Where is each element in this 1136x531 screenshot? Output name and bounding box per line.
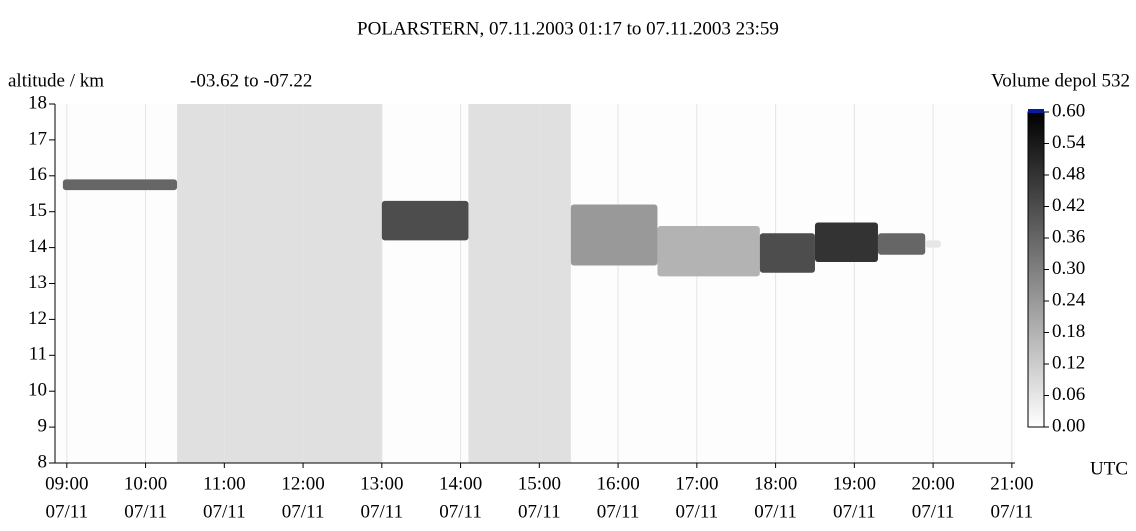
x-axis-label: UTC	[1090, 458, 1128, 479]
cloud-layer	[657, 226, 760, 277]
x-tick-date: 07/11	[518, 501, 561, 522]
y-tick-label: 16	[28, 164, 47, 185]
chart-title: POLARSTERN, 07.11.2003 01:17 to 07.11.20…	[357, 18, 779, 39]
x-tick-date: 07/11	[991, 501, 1034, 522]
x-tick-label: 11:00	[203, 473, 246, 494]
x-tick-label: 10:00	[124, 473, 167, 494]
x-tick-date: 07/11	[912, 501, 955, 522]
colorbar	[1027, 111, 1045, 428]
y-tick-label: 10	[28, 380, 47, 401]
x-tick-label: 21:00	[990, 473, 1033, 494]
colorbar-top	[1028, 109, 1044, 113]
colorbar-tick-label: 0.42	[1052, 195, 1085, 216]
subtitle: -03.62 to -07.22	[190, 70, 312, 91]
x-tick-date: 07/11	[203, 501, 246, 522]
x-tick-label: 16:00	[596, 473, 639, 494]
y-tick-label: 13	[28, 272, 47, 293]
cloud-layer	[877, 233, 926, 255]
colorbar-tick-label: 0.18	[1052, 321, 1085, 342]
y-tick-label: 18	[28, 92, 47, 113]
x-tick-date: 07/11	[439, 501, 482, 522]
x-tick-date: 07/11	[754, 501, 797, 522]
colorbar-tick-label: 0.36	[1052, 226, 1085, 247]
cloud-layer	[759, 233, 815, 273]
x-tick-label: 19:00	[833, 473, 876, 494]
colorbar-tick-label: 0.60	[1052, 100, 1085, 121]
colorbar-tick-label: 0.12	[1052, 352, 1085, 373]
x-tick-date: 07/11	[124, 501, 167, 522]
cloud-layer	[570, 204, 658, 266]
x-tick-date: 07/11	[597, 501, 640, 522]
y-tick-label: 8	[38, 451, 48, 472]
x-tick-label: 18:00	[754, 473, 797, 494]
cloud-layer	[925, 240, 941, 248]
cloud-layer	[814, 222, 878, 262]
x-tick-date: 07/11	[833, 501, 876, 522]
data-gap	[177, 104, 382, 463]
colorbar-tick-label: 0.00	[1052, 415, 1085, 436]
x-tick-date: 07/11	[676, 501, 719, 522]
y-tick-label: 17	[28, 128, 47, 149]
colorbar-tick-label: 0.30	[1052, 258, 1085, 279]
x-tick-label: 17:00	[675, 473, 718, 494]
cloud-layer	[381, 200, 469, 241]
y-tick-label: 15	[28, 200, 47, 221]
y-tick-label: 11	[29, 344, 47, 365]
x-tick-date: 07/11	[361, 501, 404, 522]
colorbar-tick-label: 0.54	[1052, 132, 1086, 153]
x-tick-label: 12:00	[281, 473, 324, 494]
colorbar-tick-label: 0.06	[1052, 384, 1085, 405]
y-tick-label: 12	[28, 308, 47, 329]
x-tick-label: 14:00	[439, 473, 482, 494]
x-tick-label: 09:00	[45, 473, 88, 494]
cloud-layer	[62, 179, 178, 191]
x-tick-date: 07/11	[282, 501, 325, 522]
x-tick-date: 07/11	[46, 501, 89, 522]
colorbar-tick-label: 0.24	[1052, 289, 1086, 310]
x-tick-label: 13:00	[360, 473, 403, 494]
y-tick-label: 14	[28, 236, 48, 257]
y-tick-label: 9	[38, 415, 48, 436]
x-tick-label: 20:00	[911, 473, 954, 494]
colorbar-tick-label: 0.48	[1052, 163, 1085, 184]
colorbar-label: Volume depol 532	[991, 70, 1130, 91]
y-axis-label: altitude / km	[8, 70, 104, 91]
data-gap	[468, 104, 571, 463]
x-tick-label: 15:00	[518, 473, 561, 494]
